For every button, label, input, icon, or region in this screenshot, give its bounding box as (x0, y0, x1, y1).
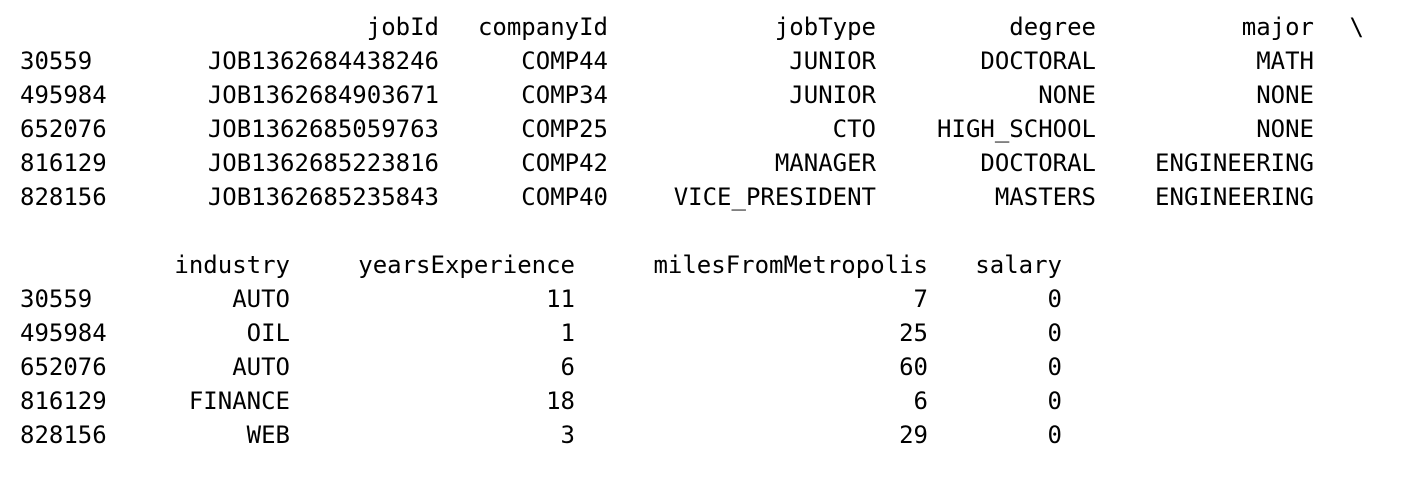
table-row: 30559 AUTO 11 7 0 (20, 282, 1364, 316)
table-row: 828156 JOB1362685235843 COMP40 VICE_PRESIDE… (20, 180, 1364, 214)
cell-major: NONE (1256, 81, 1314, 109)
cell-degree: DOCTORAL (980, 149, 1096, 177)
row-index: 652076 (20, 115, 107, 143)
row-index: 495984 (20, 319, 107, 347)
cell-industry: AUTO (232, 353, 290, 381)
cell-companyId: COMP44 (521, 47, 608, 75)
cell-companyId: COMP25 (521, 115, 608, 143)
row-index: 30559 (20, 47, 93, 75)
row-index: 828156 (20, 183, 107, 211)
table-row: 652076 JOB1362685059763 COMP25 CTO HIGH_SCHO… (20, 112, 1364, 146)
cell-milesFromMetropolis: 60 (899, 353, 928, 381)
cell-milesFromMetropolis: 25 (899, 319, 928, 347)
cell-salary: 0 (1047, 387, 1062, 415)
table-row: 495984 JOB1362684903671 COMP34 JUNIOR NONE NO… (20, 78, 1364, 112)
col-header-major: major (1241, 13, 1314, 41)
cell-degree: HIGH_SCHOOL (937, 115, 1096, 143)
cell-salary: 0 (1047, 353, 1062, 381)
table-row: 816129 FINANCE 18 6 0 (20, 384, 1364, 418)
row-index: 816129 (20, 387, 107, 415)
cell-major: ENGINEERING (1155, 183, 1314, 211)
cell-degree: NONE (1038, 81, 1096, 109)
cell-major: ENGINEERING (1155, 149, 1314, 177)
col-header-degree: degree (1009, 13, 1096, 41)
cell-jobId: JOB1362685059763 (207, 115, 439, 143)
cell-yearsExperience: 1 (560, 319, 575, 347)
table-row: 816129 JOB1362685223816 COMP42 MANAGER DOCTO… (20, 146, 1364, 180)
table-separator (20, 214, 1364, 248)
cell-jobType: JUNIOR (789, 81, 876, 109)
table-row: 495984 OIL 1 25 0 (20, 316, 1364, 350)
cell-milesFromMetropolis: 6 (913, 387, 928, 415)
dataframe-output: jobId companyId jobType degree major \ 30559 J… (20, 10, 1364, 452)
cell-milesFromMetropolis: 7 (913, 285, 928, 313)
cell-salary: 0 (1047, 421, 1062, 449)
cell-yearsExperience: 18 (546, 387, 575, 415)
cell-jobId: JOB1362684438246 (207, 47, 439, 75)
cell-jobId: JOB1362684903671 (207, 81, 439, 109)
cell-degree: DOCTORAL (980, 47, 1096, 75)
cell-jobId: JOB1362685235843 (207, 183, 439, 211)
table-row: 652076 AUTO 6 60 0 (20, 350, 1364, 384)
col-header-companyId: companyId (477, 13, 608, 41)
col-header-industry: industry (174, 251, 290, 279)
cell-jobType: CTO (832, 115, 876, 143)
cell-yearsExperience: 11 (546, 285, 575, 313)
cell-yearsExperience: 3 (560, 421, 575, 449)
cell-industry: OIL (246, 319, 290, 347)
col-header-jobId: jobId (366, 13, 439, 41)
row-index: 816129 (20, 149, 107, 177)
table-row: 30559 JOB1362684438246 COMP44 JUNIOR DOCTORA… (20, 44, 1364, 78)
cell-jobType: MANAGER (774, 149, 876, 177)
row-index: 828156 (20, 421, 107, 449)
continuation-marker: \ (1349, 13, 1364, 41)
cell-industry: WEB (246, 421, 290, 449)
cell-yearsExperience: 6 (560, 353, 575, 381)
table2-header: industry yearsExperience milesFromMetropol… (20, 248, 1364, 282)
table-row: 828156 WEB 3 29 0 (20, 418, 1364, 452)
col-header-yearsExperience: yearsExperience (358, 251, 575, 279)
col-header-milesFromMetropolis: milesFromMetropolis (653, 251, 928, 279)
col-header-jobType: jobType (774, 13, 876, 41)
cell-milesFromMetropolis: 29 (899, 421, 928, 449)
row-index: 652076 (20, 353, 107, 381)
cell-major: NONE (1256, 115, 1314, 143)
cell-industry: FINANCE (188, 387, 290, 415)
table1-header: jobId companyId jobType degree major \ (20, 10, 1364, 44)
col-header-salary: salary (975, 251, 1062, 279)
cell-salary: 0 (1047, 285, 1062, 313)
cell-degree: MASTERS (994, 183, 1096, 211)
cell-jobType: JUNIOR (789, 47, 876, 75)
cell-major: MATH (1256, 47, 1314, 75)
cell-salary: 0 (1047, 319, 1062, 347)
cell-companyId: COMP34 (521, 81, 608, 109)
cell-companyId: COMP40 (521, 183, 608, 211)
cell-jobType: VICE_PRESIDENT (673, 183, 876, 211)
row-index: 30559 (20, 285, 93, 313)
cell-industry: AUTO (232, 285, 290, 313)
row-index: 495984 (20, 81, 107, 109)
cell-companyId: COMP42 (521, 149, 608, 177)
cell-jobId: JOB1362685223816 (207, 149, 439, 177)
